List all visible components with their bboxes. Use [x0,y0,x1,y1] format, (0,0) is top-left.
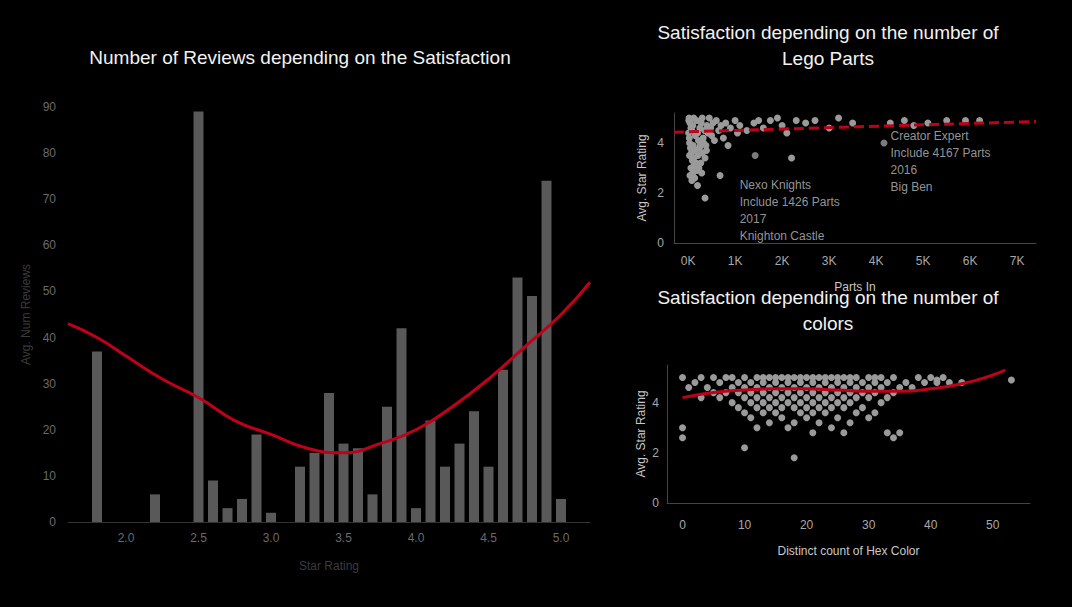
svg-text:Star Rating: Star Rating [299,559,359,573]
svg-text:7K: 7K [1010,254,1025,268]
svg-text:Parts In: Parts In [834,280,875,294]
svg-text:90: 90 [43,100,57,114]
svg-text:2.5: 2.5 [190,531,207,545]
svg-text:Satisfaction depending on the: Satisfaction depending on the number of [657,22,999,43]
svg-text:30: 30 [862,518,876,532]
svg-text:10: 10 [738,518,752,532]
svg-text:Avg. Star Rating: Avg. Star Rating [635,134,649,221]
svg-text:Lego Parts: Lego Parts [782,48,874,69]
svg-text:2017: 2017 [740,212,767,226]
svg-text:20: 20 [800,518,814,532]
svg-text:2016: 2016 [891,163,918,177]
svg-text:2: 2 [652,446,659,460]
svg-text:4: 4 [652,396,659,410]
svg-text:60: 60 [43,238,57,252]
svg-text:80: 80 [43,146,57,160]
svg-text:2K: 2K [775,254,790,268]
svg-text:2: 2 [657,186,664,200]
svg-text:10: 10 [43,469,57,483]
svg-text:Satisfaction depending on the: Satisfaction depending on the number of [657,287,999,308]
svg-text:Knighton Castle: Knighton Castle [740,229,825,243]
svg-text:0: 0 [657,236,664,250]
svg-text:Distinct count of Hex Color: Distinct count of Hex Color [777,544,919,558]
svg-text:5.0: 5.0 [553,531,570,545]
svg-text:0K: 0K [681,254,696,268]
svg-text:1K: 1K [728,254,743,268]
svg-text:40: 40 [924,518,938,532]
svg-text:Big Ben: Big Ben [891,180,933,194]
svg-text:0: 0 [49,515,56,529]
svg-text:Include 4167 Parts: Include 4167 Parts [891,146,991,160]
svg-text:50: 50 [986,518,1000,532]
svg-text:Avg. Star Rating: Avg. Star Rating [634,390,648,477]
svg-text:Include 1426 Parts: Include 1426 Parts [740,195,840,209]
svg-text:Creator Expert: Creator Expert [891,129,970,143]
svg-text:50: 50 [43,284,57,298]
svg-text:0: 0 [679,518,686,532]
svg-text:4.5: 4.5 [480,531,497,545]
svg-text:Nexo Knights: Nexo Knights [740,178,811,192]
svg-text:3.5: 3.5 [335,531,352,545]
svg-text:colors: colors [803,313,854,334]
svg-text:Avg. Num Reviews: Avg. Num Reviews [19,264,33,365]
svg-text:30: 30 [43,377,57,391]
svg-text:Number of Reviews depending on: Number of Reviews depending on the Satis… [89,47,510,68]
svg-text:4K: 4K [869,254,884,268]
svg-text:70: 70 [43,192,57,206]
svg-text:3.0: 3.0 [263,531,280,545]
svg-text:0: 0 [652,496,659,510]
svg-text:20: 20 [43,423,57,437]
svg-text:5K: 5K [916,254,931,268]
svg-text:3K: 3K [822,254,837,268]
svg-text:40: 40 [43,331,57,345]
svg-text:4: 4 [657,136,664,150]
svg-text:2.0: 2.0 [118,531,135,545]
svg-text:6K: 6K [963,254,978,268]
svg-text:4.0: 4.0 [408,531,425,545]
